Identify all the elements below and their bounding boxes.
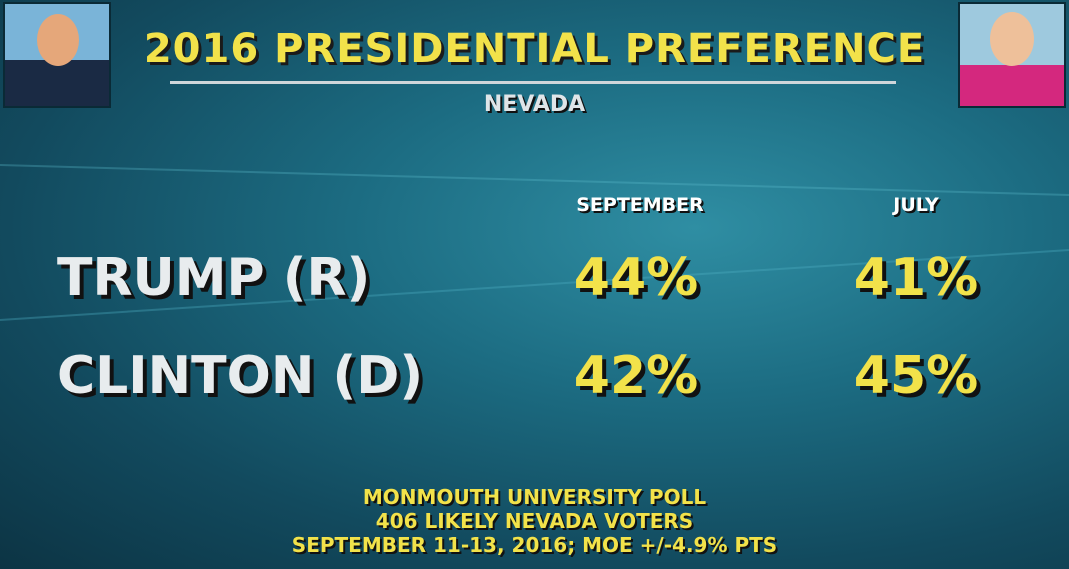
title-rule <box>170 81 896 84</box>
row-label: TRUMP (R) <box>57 248 371 308</box>
candidate-photo <box>3 2 111 108</box>
cell-value: 44% <box>573 248 699 308</box>
title: 2016 PRESIDENTIAL PREFERENCE <box>143 26 926 72</box>
cell-value: 41% <box>853 248 979 308</box>
column-header: JULY <box>893 194 939 216</box>
row-label: CLINTON (D) <box>57 346 424 406</box>
footer-line: MONMOUTH UNIVERSITY POLL <box>362 485 707 509</box>
footer-line: SEPTEMBER 11-13, 2016; MOE +/-4.9% PTS <box>291 533 778 557</box>
candidate-photo <box>958 2 1066 108</box>
cell-value: 42% <box>573 346 699 406</box>
cell-value: 45% <box>853 346 979 406</box>
face <box>37 14 79 66</box>
subtitle: NEVADA <box>483 92 586 117</box>
footer-line: 406 LIKELY NEVADA VOTERS <box>375 509 694 533</box>
column-header: SEPTEMBER <box>576 194 704 216</box>
face <box>990 12 1034 66</box>
